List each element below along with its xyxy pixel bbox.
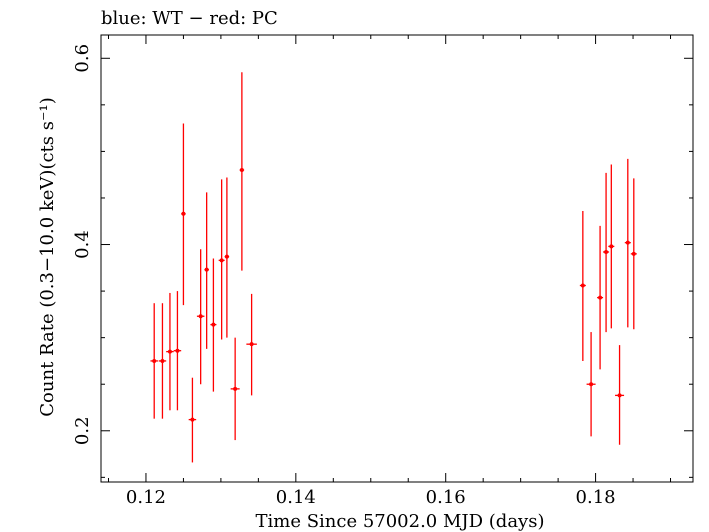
- x-axis: 0.12 0.14 0.16 0.18: [107, 35, 672, 508]
- data-point: [150, 303, 158, 419]
- x-tick-label: 0.12: [126, 487, 166, 508]
- x-axis-label: Time Since 57002.0 MJD (days): [255, 511, 544, 532]
- y-tick-label: 0.6: [72, 44, 93, 73]
- data-point: [230, 337, 240, 441]
- data-point: [196, 249, 205, 385]
- data-point-marker: [598, 295, 603, 300]
- data-point: [624, 158, 631, 328]
- data-point-marker: [152, 358, 157, 363]
- data-point: [603, 172, 610, 333]
- y-tick-label: 0.2: [72, 416, 93, 445]
- data-point-marker: [211, 322, 216, 327]
- data-point: [586, 332, 596, 437]
- data-point-marker: [589, 382, 594, 387]
- data-point-marker: [631, 251, 636, 256]
- data-point: [204, 192, 209, 349]
- data-point: [579, 211, 586, 361]
- data-point-marker: [160, 358, 165, 363]
- data-point-marker: [604, 249, 609, 254]
- data-point: [188, 377, 197, 463]
- data-point-marker: [198, 314, 203, 319]
- data-point: [218, 179, 225, 340]
- data-point: [224, 177, 230, 338]
- data-point-marker: [580, 283, 585, 288]
- data-point: [239, 72, 245, 271]
- data-point-marker: [239, 168, 244, 173]
- data-point-marker: [617, 393, 622, 398]
- data-point: [597, 225, 604, 370]
- data-point: [630, 178, 637, 330]
- data-point: [246, 293, 257, 396]
- x-tick-label: 0.14: [276, 487, 316, 508]
- data-point-marker: [181, 211, 186, 216]
- x-tick-label: 0.16: [426, 487, 466, 508]
- y-axis: 0.2 0.4 0.6: [72, 44, 693, 478]
- data-point: [166, 292, 174, 411]
- data-point: [181, 123, 186, 306]
- data-point: [615, 345, 625, 445]
- data-point-marker: [224, 254, 229, 259]
- y-tick-label: 0.4: [72, 230, 93, 259]
- data-series-pc: [150, 72, 637, 463]
- data-point-marker: [609, 244, 614, 249]
- data-point: [608, 164, 615, 329]
- plot-frame: [100, 34, 694, 483]
- data-point-marker: [190, 417, 195, 422]
- data-point-marker: [233, 386, 238, 391]
- data-point-marker: [249, 342, 254, 347]
- chart-title: blue: WT − red: PC: [101, 8, 278, 29]
- data-point: [210, 258, 217, 392]
- data-point: [173, 291, 182, 411]
- data-point-marker: [204, 267, 209, 272]
- data-point-marker: [175, 348, 180, 353]
- data-point: [158, 303, 167, 419]
- data-point-marker: [219, 258, 224, 263]
- x-tick-label: 0.18: [576, 487, 616, 508]
- data-point-marker: [167, 349, 172, 354]
- y-axis-label: Count Rate (0.3−10.0 keV)(cts s⁻¹): [37, 97, 58, 416]
- data-point-marker: [625, 240, 630, 245]
